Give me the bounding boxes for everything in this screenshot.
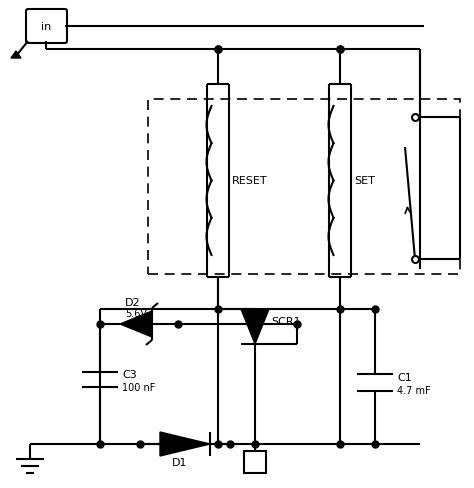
Polygon shape [160,432,210,456]
Text: C3: C3 [122,370,137,380]
Text: 4.7 mF: 4.7 mF [397,386,430,396]
Text: A: A [251,457,259,467]
Text: 100 nF: 100 nF [122,383,155,393]
Text: SCR1: SCR1 [271,316,301,326]
Polygon shape [241,309,269,345]
Text: D2: D2 [125,297,141,307]
Text: 5.6V: 5.6V [125,308,147,318]
Text: D1: D1 [172,457,188,467]
Text: SET: SET [354,176,375,186]
Text: RESET: RESET [232,176,268,186]
Polygon shape [120,311,152,337]
Polygon shape [11,52,21,59]
Text: C1: C1 [397,373,412,383]
Bar [148,100,460,274]
Bar [244,451,266,473]
Text: in: in [41,22,52,32]
